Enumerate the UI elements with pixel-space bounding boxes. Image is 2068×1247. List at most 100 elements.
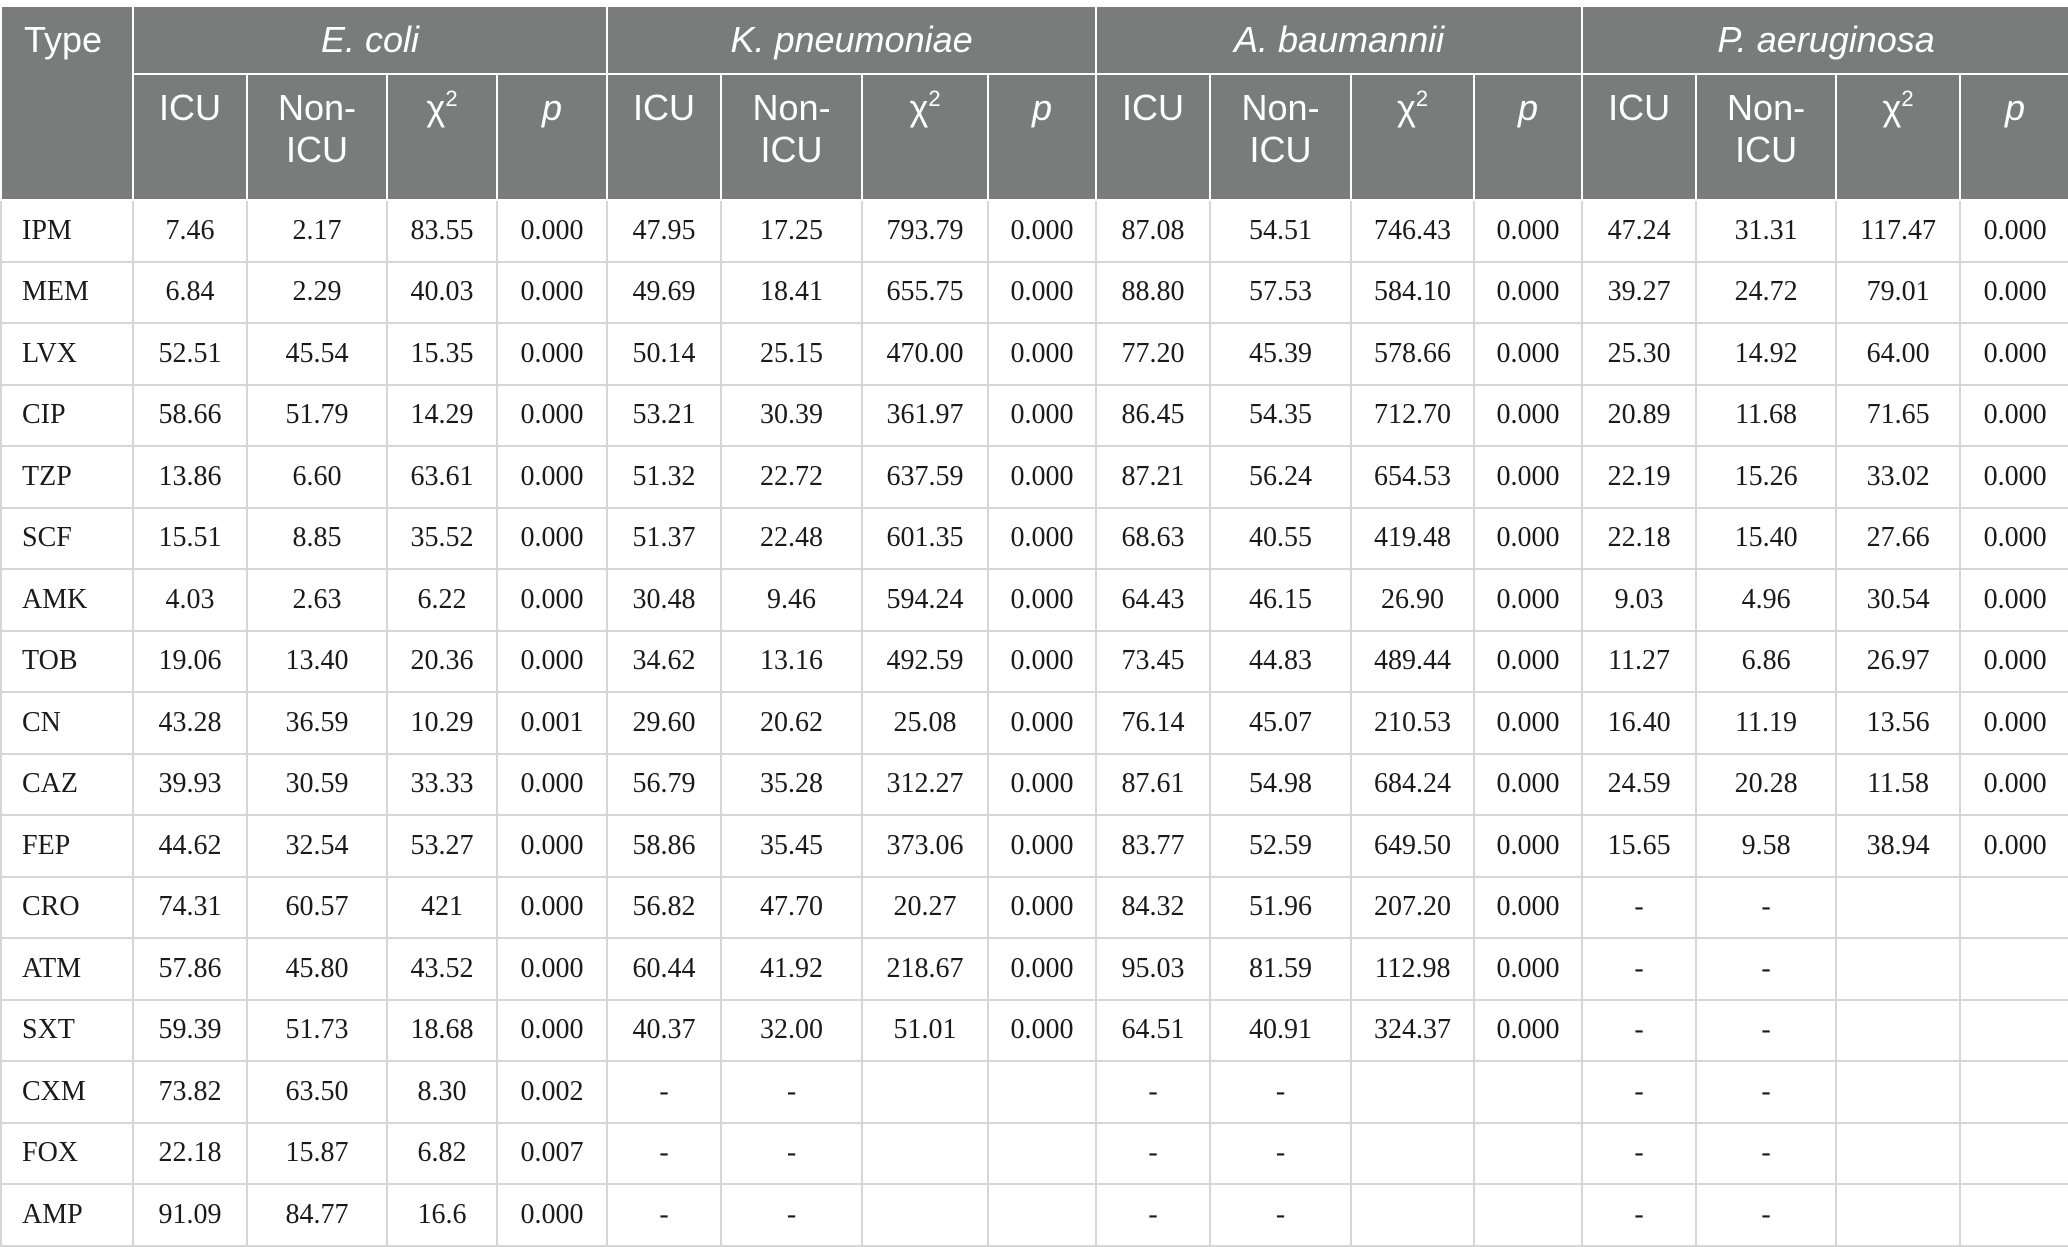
table-cell: 58.66 <box>132 383 248 447</box>
col-header-icu: ICU <box>1095 73 1212 201</box>
table-cell: 45.54 <box>246 322 388 386</box>
table-cell: 117.47 <box>1835 199 1962 263</box>
table-cell: 58.86 <box>606 814 723 878</box>
table-cell: 51.73 <box>246 998 388 1062</box>
table-cell <box>1959 875 2068 939</box>
table-cell: 33.02 <box>1835 445 1962 509</box>
group-header-p-aeruginosa: P. aeruginosa <box>1581 5 2068 75</box>
table-cell: 0.000 <box>1473 383 1584 447</box>
header-group-row: Type E. coli K. pneumoniae A. baumannii … <box>0 5 2068 201</box>
table-cell: 0.000 <box>1473 629 1584 693</box>
table-cell <box>1350 1183 1476 1247</box>
chi-symbol: χ <box>426 87 446 128</box>
table-cell: 20.62 <box>720 691 864 755</box>
table-cell: 30.54 <box>1835 568 1962 632</box>
table-cell: 712.70 <box>1350 383 1476 447</box>
table-cell: 22.19 <box>1581 445 1698 509</box>
table-cell: 0.000 <box>987 383 1098 447</box>
table-cell: 25.30 <box>1581 322 1698 386</box>
table-cell <box>1959 998 2068 1062</box>
table-row: TZP 13.86 6.60 63.61 0.000 51.32 22.72 637.59 0.… <box>0 445 2068 509</box>
table-cell <box>1835 937 1962 1001</box>
table-cell: 74.31 <box>132 875 248 939</box>
col-header-non-icu: Non-ICU <box>1695 73 1838 201</box>
chi-exponent: 2 <box>445 86 458 111</box>
table-cell: 419.48 <box>1350 506 1476 570</box>
table-cell <box>1959 1121 2068 1185</box>
table-cell: 11.68 <box>1695 383 1838 447</box>
table-cell: 0.000 <box>1959 383 2068 447</box>
table-cell: 40.91 <box>1209 998 1353 1062</box>
table-cell: 0.000 <box>987 322 1098 386</box>
table-cell: 84.77 <box>246 1183 388 1247</box>
table-cell: 22.72 <box>720 445 864 509</box>
table-cell: 0.000 <box>495 1183 609 1247</box>
table-cell <box>987 1183 1098 1247</box>
table-cell: 40.37 <box>606 998 723 1062</box>
table-cell <box>1835 1183 1962 1247</box>
table-cell <box>861 1183 990 1247</box>
table-cell: - <box>1695 998 1838 1062</box>
table-cell: 63.61 <box>386 445 498 509</box>
table-cell: - <box>1581 998 1698 1062</box>
table-cell: 0.000 <box>495 568 609 632</box>
table-cell: 20.89 <box>1581 383 1698 447</box>
table-cell: 56.82 <box>606 875 723 939</box>
table-cell: 578.66 <box>1350 322 1476 386</box>
table-cell: 51.32 <box>606 445 723 509</box>
col-header-non-icu-label: Non-ICU <box>1727 87 1806 170</box>
table-cell: 112.98 <box>1350 937 1476 1001</box>
table-cell: 87.61 <box>1095 752 1212 816</box>
table-cell: - <box>1581 1060 1698 1124</box>
table-cell: 29.60 <box>606 691 723 755</box>
table-cell: 9.46 <box>720 568 864 632</box>
table-cell: 77.20 <box>1095 322 1212 386</box>
table-cell: 655.75 <box>861 260 990 324</box>
table-cell: 2.17 <box>246 199 388 263</box>
row-type-label: FEP <box>0 814 134 878</box>
table-cell: - <box>1581 875 1698 939</box>
table-cell: - <box>1581 937 1698 1001</box>
table-row: CIP 58.66 51.79 14.29 0.000 53.21 30.39 361.97 0… <box>0 383 2068 447</box>
col-header-p: p <box>495 73 609 201</box>
table-cell: 39.93 <box>132 752 248 816</box>
table-cell: - <box>606 1183 723 1247</box>
table-cell: 0.000 <box>1959 322 2068 386</box>
table-row: FOX 22.18 15.87 6.82 0.007- - - - - - <box>0 1121 2068 1185</box>
table-cell: 20.36 <box>386 629 498 693</box>
table-cell: 47.24 <box>1581 199 1698 263</box>
col-header-chi-square: χ2 <box>386 73 498 201</box>
table-cell: 73.82 <box>132 1060 248 1124</box>
table-cell: 0.000 <box>1959 445 2068 509</box>
table-cell: 54.35 <box>1209 383 1353 447</box>
table-cell: 36.59 <box>246 691 388 755</box>
table-cell: - <box>606 1060 723 1124</box>
table-cell: - <box>720 1183 864 1247</box>
group-header-a-baumannii: A. baumannii <box>1095 5 1584 75</box>
table-cell: 637.59 <box>861 445 990 509</box>
row-type-label: CIP <box>0 383 134 447</box>
table-cell: 10.29 <box>386 691 498 755</box>
table-cell: 64.51 <box>1095 998 1212 1062</box>
table-cell: 0.007 <box>495 1121 609 1185</box>
table-cell: 361.97 <box>861 383 990 447</box>
table-cell: 47.70 <box>720 875 864 939</box>
table-cell <box>1959 1183 2068 1247</box>
table-cell: 56.79 <box>606 752 723 816</box>
col-header-non-icu: Non-ICU <box>246 73 388 201</box>
table-cell: 0.000 <box>987 998 1098 1062</box>
table-cell: 22.48 <box>720 506 864 570</box>
table-cell: 32.54 <box>246 814 388 878</box>
table-row: FEP 44.62 32.54 53.27 0.000 58.86 35.45 373.06 0… <box>0 814 2068 878</box>
col-header-icu: ICU <box>132 73 248 201</box>
table-cell: 0.000 <box>1473 445 1584 509</box>
col-header-non-icu-label: Non-ICU <box>277 87 357 170</box>
table-cell: 0.000 <box>495 260 609 324</box>
table-row: MEM 6.84 2.29 40.03 0.000 49.69 18.41 655.75 0.0… <box>0 260 2068 324</box>
table-cell: 0.000 <box>495 199 609 263</box>
table-cell: 0.000 <box>1959 199 2068 263</box>
row-type-label: SCF <box>0 506 134 570</box>
table-cell: 84.32 <box>1095 875 1212 939</box>
table-cell: 91.09 <box>132 1183 248 1247</box>
table-cell: 47.95 <box>606 199 723 263</box>
